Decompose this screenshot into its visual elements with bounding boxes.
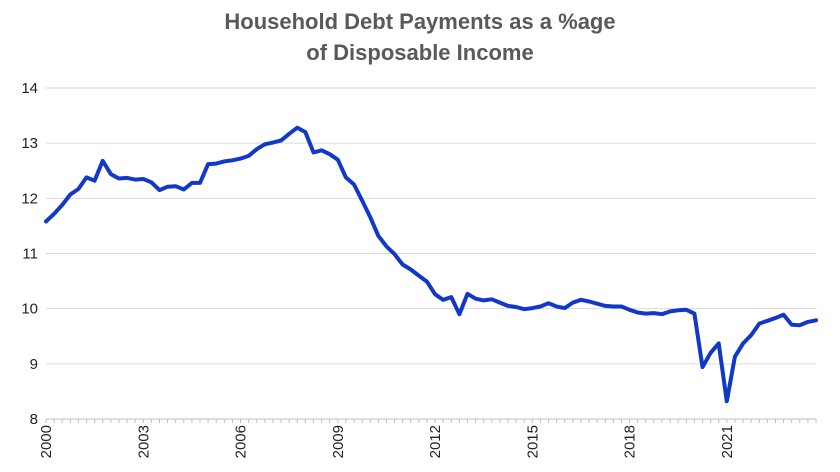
y-tick-label-13: 13 — [21, 135, 38, 152]
y-tick-label-12: 12 — [21, 190, 38, 207]
chart-title: Household Debt Payments as a %age of Dis… — [0, 6, 840, 68]
x-tick-label-2003: 2003 — [135, 425, 152, 458]
y-tick-label-14: 14 — [21, 80, 38, 97]
chart-title-line-2: of Disposable Income — [306, 40, 534, 65]
x-tick-label-2006: 2006 — [233, 425, 250, 458]
y-tick-label-11: 11 — [22, 246, 38, 263]
x-tick-label-2018: 2018 — [622, 425, 639, 458]
chart-title-line-1: Household Debt Payments as a %age — [224, 9, 616, 34]
x-tick-label-2012: 2012 — [427, 425, 444, 458]
series-line-0 — [44, 125, 818, 404]
x-tick-label-2000: 2000 — [38, 425, 55, 458]
y-tick-label-9: 9 — [30, 356, 38, 373]
y-tick-label-10: 10 — [21, 301, 38, 318]
x-tick-labels: 2000 2003 2006 2009 2012 2015 2018 2021 — [38, 425, 736, 458]
gridlines — [46, 87, 816, 365]
x-tick-label-2021: 2021 — [719, 425, 736, 458]
x-tick-label-2009: 2009 — [330, 425, 347, 458]
x-tick-label-2015: 2015 — [524, 425, 541, 458]
axes — [45, 418, 817, 423]
y-tick-labels: 8 9 10 11 12 13 14 — [21, 80, 38, 428]
y-tick-label-8: 8 — [30, 411, 38, 428]
series-layer — [44, 125, 818, 404]
